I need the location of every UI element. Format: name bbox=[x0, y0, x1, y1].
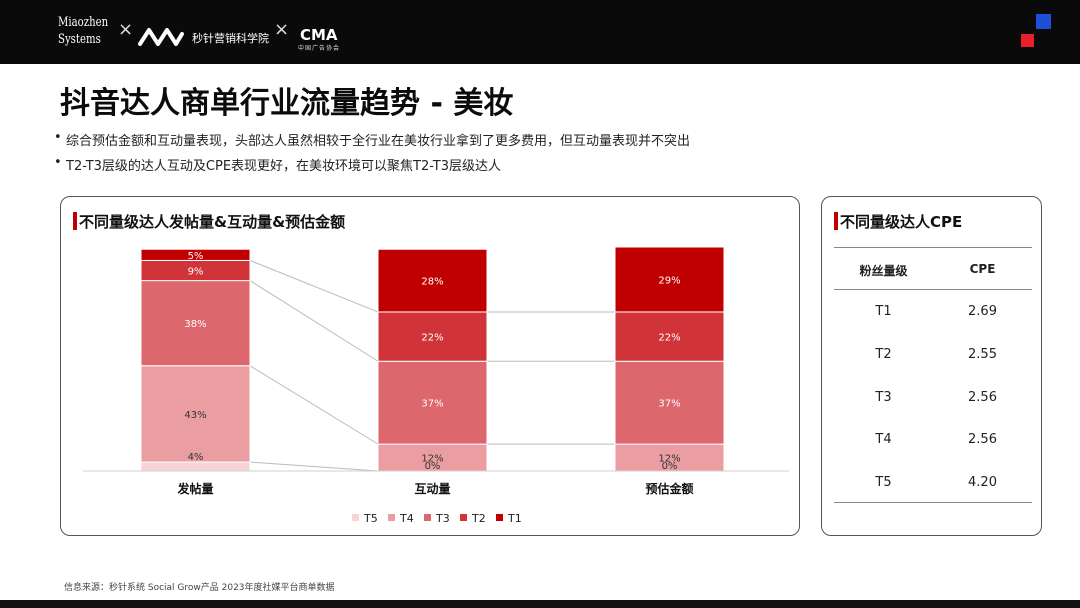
bar-t1-2 bbox=[377, 248, 488, 313]
cpe-row-1-tier: T1 bbox=[875, 304, 892, 319]
legend-swatch-t1 bbox=[496, 514, 503, 521]
bar-t3-1 bbox=[140, 280, 251, 367]
page-title: 抖音达人商单行业流量趋势 - 美妆 bbox=[60, 86, 514, 121]
connector-1-1 bbox=[249, 461, 379, 472]
bars bbox=[140, 246, 725, 472]
cpe-row-5-tier: T5 bbox=[875, 475, 892, 490]
bullet-2: T2-T3层级的达人互动及CPE表现更好，在美妆环境可以聚焦T2-T3层级达人 bbox=[54, 155, 501, 174]
label-t3-2: 37% bbox=[421, 399, 443, 410]
label-t4-1: 43% bbox=[184, 410, 206, 421]
bar-t2-3 bbox=[614, 311, 725, 362]
miaozhen-logo: Miaozhen Systems bbox=[58, 14, 109, 48]
decor-red-square bbox=[1021, 34, 1034, 47]
connector-1-4 bbox=[249, 259, 379, 313]
label-t1-3: 29% bbox=[658, 275, 680, 286]
cpe-row-1-value: 2.69 bbox=[968, 304, 997, 319]
cpe-row-3-value: 2.56 bbox=[968, 390, 997, 405]
academy-name: 秒针营销科学院 bbox=[192, 32, 269, 45]
bar-t4-1 bbox=[140, 365, 251, 463]
category-label-1: 发帖量 bbox=[176, 481, 213, 496]
legend-label-t4: T4 bbox=[399, 512, 414, 525]
cma-logo-sub: 中国广告协会 bbox=[298, 45, 341, 52]
label-t5-2: 0% bbox=[425, 461, 441, 472]
miaozhen-logo-line2: Systems bbox=[58, 32, 101, 47]
legend: T5 T4 T3 T2 T1 bbox=[352, 512, 522, 525]
cpe-row-4-tier: T4 bbox=[875, 432, 892, 447]
label-t2-1: 9% bbox=[188, 267, 204, 278]
legend-swatch-t2 bbox=[460, 514, 467, 521]
legend-label-t1: T1 bbox=[507, 512, 522, 525]
bottom-bar bbox=[0, 600, 1080, 608]
bar-t1-3 bbox=[614, 246, 725, 313]
label-t1-2: 28% bbox=[421, 277, 443, 288]
chart-panel-accent bbox=[73, 212, 77, 230]
label-t1-1: 5% bbox=[188, 251, 204, 262]
cpe-row-5-value: 4.20 bbox=[968, 475, 997, 490]
cpe-panel: 不同量级达人CPE 粉丝量级 CPE T1 2.69 T2 2.55 T3 2.… bbox=[821, 196, 1042, 536]
cpe-header-cpe: CPE bbox=[969, 262, 996, 276]
stacked-bar-chart: 4%43%38%9%5%0%12%37%22%28%0%12%37%22%29%… bbox=[83, 246, 789, 525]
source-note: 信息来源：秒针系统 Social Grow产品 2023年度社媒平台商单数据 bbox=[64, 583, 335, 593]
bar-t4-3 bbox=[614, 443, 725, 472]
connector-1-3 bbox=[249, 280, 379, 362]
cma-logo-text: CMA bbox=[300, 26, 338, 44]
cpe-header-tier: 粉丝量级 bbox=[859, 264, 908, 278]
bullet-1: 综合预估金额和互动量表现，头部达人虽然相较于全行业在美妆行业拿到了更多费用，但互… bbox=[54, 130, 690, 149]
miaozhen-logo-line1: Miaozhen bbox=[58, 15, 109, 30]
legend-label-t2: T2 bbox=[471, 512, 486, 525]
cma-logo: CMA bbox=[300, 26, 338, 44]
label-t2-3: 22% bbox=[658, 333, 680, 344]
label-t4-2: 12% bbox=[421, 454, 443, 465]
legend-label-t3: T3 bbox=[435, 512, 450, 525]
label-t3-1: 38% bbox=[184, 319, 206, 330]
decor-blue-square bbox=[1036, 14, 1051, 29]
label-t5-1: 4% bbox=[188, 452, 204, 463]
cpe-table-bottom-rule bbox=[834, 502, 1032, 503]
cpe-row-3-tier: T3 bbox=[875, 390, 892, 405]
chart-panel-title: 不同量级达人发帖量&互动量&预估金额 bbox=[79, 213, 346, 231]
connector-1-2 bbox=[249, 365, 379, 445]
category-label-2: 互动量 bbox=[414, 482, 450, 496]
bar-t2-2 bbox=[377, 311, 488, 362]
academy-mark-icon bbox=[138, 28, 184, 46]
bar-t1-1 bbox=[140, 248, 251, 261]
bar-t3-3 bbox=[614, 360, 725, 445]
top-banner: Miaozhen Systems × 秒针营销科学院 × CMA 中国广告协会 bbox=[0, 0, 1080, 64]
logo-separator-1: × bbox=[118, 19, 134, 40]
chart-panel: 不同量级达人发帖量&互动量&预估金额 4% 43% 38% 9% 5% 0% 12% 37% 2… bbox=[60, 196, 800, 536]
label-t3-3: 37% bbox=[658, 399, 680, 410]
label-t2-2: 22% bbox=[421, 333, 443, 344]
bar-t3-2 bbox=[377, 360, 488, 445]
cpe-row-2-value: 2.55 bbox=[968, 347, 997, 362]
legend-swatch-t3 bbox=[424, 514, 431, 521]
cpe-row-2-tier: T2 bbox=[875, 347, 892, 362]
category-label-3: 预估金额 bbox=[645, 481, 693, 496]
cpe-table-top-rule bbox=[834, 247, 1032, 248]
legend-label-t5: T5 bbox=[363, 512, 378, 525]
label-t5-3: 0% bbox=[662, 461, 678, 472]
cpe-table-header-rule bbox=[834, 289, 1032, 290]
cpe-row-4-value: 2.56 bbox=[968, 432, 997, 447]
legend-swatch-t4 bbox=[388, 514, 395, 521]
logo-separator-2: × bbox=[274, 19, 290, 40]
legend-swatch-t5 bbox=[352, 514, 359, 521]
data-labels: 4%43%38%9%5%0%12%37%22%28%0%12%37%22%29% bbox=[184, 251, 680, 472]
cpe-panel-accent bbox=[834, 212, 838, 230]
label-t4-3: 12% bbox=[658, 454, 680, 465]
bar-t5-1 bbox=[140, 461, 251, 472]
cpe-panel-title: 不同量级达人CPE bbox=[840, 213, 963, 231]
